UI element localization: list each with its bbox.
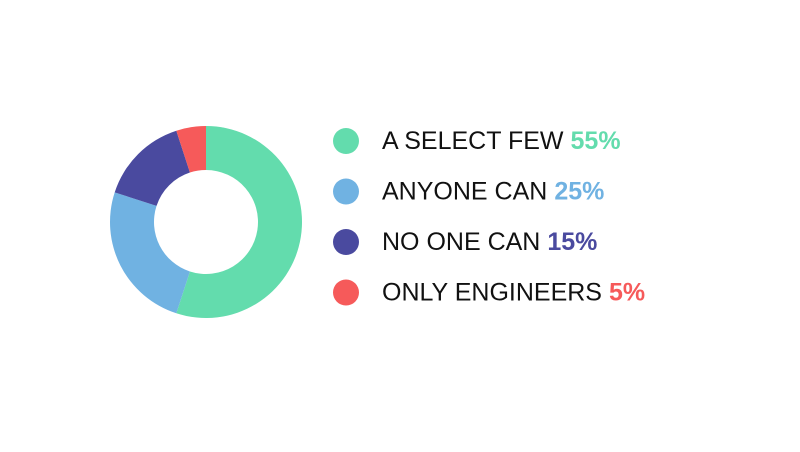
donut-segment (114, 130, 190, 206)
legend-category: ONLY ENGINEERS (382, 278, 602, 306)
legend-value: 55% (571, 127, 621, 155)
legend-label: NO ONE CAN 15% (382, 228, 597, 256)
legend-label: A SELECT FEW 55% (382, 127, 621, 155)
legend-category: ANYONE CAN (382, 177, 547, 205)
legend-value: 5% (609, 278, 645, 306)
donut-segment (176, 126, 206, 173)
donut-segment (110, 192, 190, 314)
legend-dot (333, 178, 359, 205)
legend-category: A SELECT FEW (382, 127, 564, 155)
legend-label: ANYONE CAN 25% (382, 177, 604, 205)
legend-dot (333, 279, 359, 306)
legend-value: 15% (547, 228, 597, 256)
legend-label: ONLY ENGINEERS 5% (382, 278, 645, 306)
legend-dot (333, 229, 359, 255)
legend-dot (333, 128, 359, 154)
legend-value: 25% (554, 177, 604, 205)
donut-segment (176, 126, 303, 318)
legend-category: NO ONE CAN (382, 228, 540, 256)
